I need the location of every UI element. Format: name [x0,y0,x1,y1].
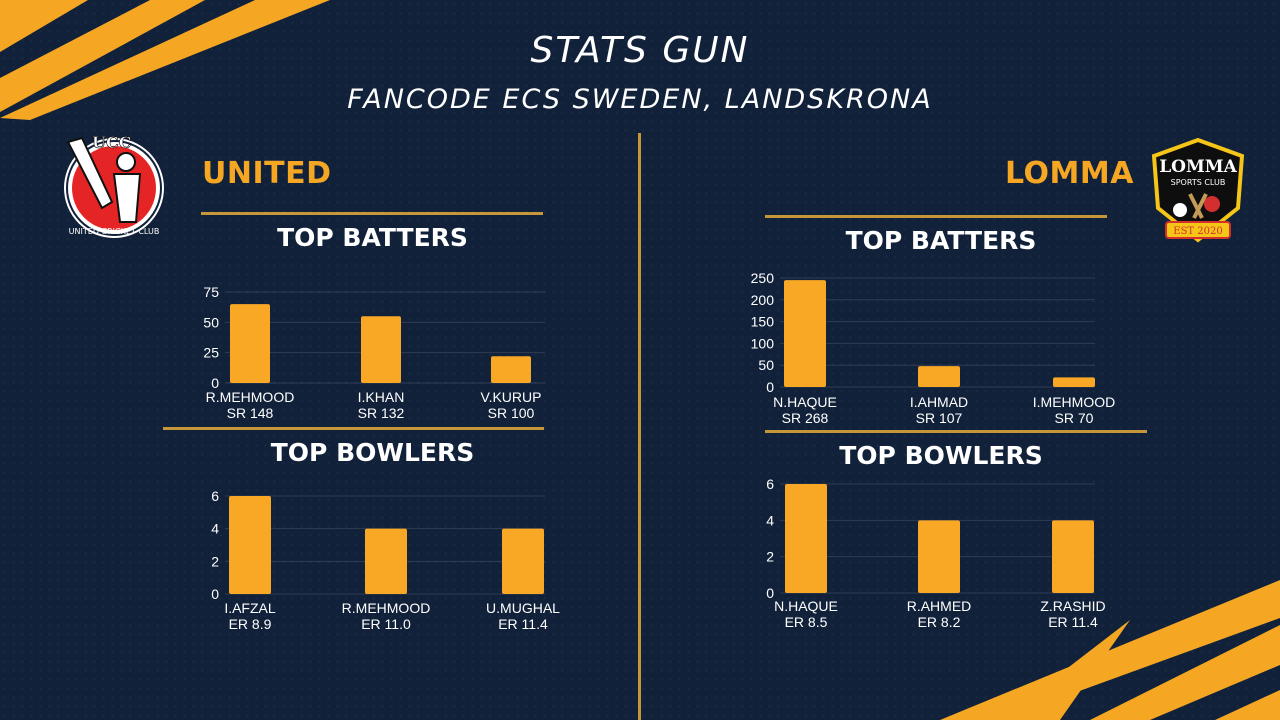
lomma-top-bowlers-title: TOP BOWLERS [839,441,1043,470]
bar [918,520,960,593]
bar [361,316,401,383]
category-label: I.KHAN [358,389,405,405]
category-label: I.AFZAL [224,600,276,616]
team-name-united: UNITED [202,156,332,191]
united-top-bowlers-title: TOP BOWLERS [270,438,475,467]
category-sublabel: ER 11.4 [498,616,548,632]
category-sublabel: SR 100 [488,405,535,421]
y-tick-label: 0 [211,375,219,391]
bar [918,366,960,387]
category-sublabel: ER 8.9 [229,616,272,632]
bar [230,304,270,383]
y-tick-label: 50 [758,357,774,373]
category-sublabel: ER 8.5 [785,614,828,630]
lomma-logo-badge: EST 2020 [1173,226,1222,237]
y-tick-label: 0 [211,586,219,602]
bar [491,356,531,383]
bar [1052,520,1094,593]
category-sublabel: SR 132 [358,405,405,421]
page-subtitle: FANCODE ECS SWEDEN, LANDSKRONA [347,84,933,115]
lomma-section-rule [765,430,1147,433]
y-tick-label: 0 [766,379,774,395]
y-tick-label: 25 [203,345,219,361]
category-sublabel: SR 148 [227,405,274,421]
category-label: N.HAQUE [774,598,838,614]
category-sublabel: ER 11.0 [361,616,411,632]
y-tick-label: 4 [766,512,774,528]
y-tick-label: 0 [766,585,774,601]
category-label: I.AHMAD [910,394,968,410]
category-label: R.AHMED [907,598,972,614]
y-tick-label: 100 [751,335,775,351]
bar [784,280,826,387]
y-tick-label: 2 [766,549,774,565]
united-section-rule [163,427,544,430]
category-sublabel: SR 107 [916,410,963,426]
category-label: I.MEHMOOD [1033,394,1115,410]
center-divider [638,133,641,720]
y-tick-label: 50 [203,314,219,330]
category-label: N.HAQUE [773,394,837,410]
y-tick-label: 150 [751,314,775,330]
category-sublabel: SR 268 [782,410,829,426]
y-tick-label: 6 [211,488,219,504]
bar [1053,377,1095,387]
lomma-sports-club-logo: LOMMA SPORTS CLUB EST 2020 [1151,138,1245,243]
united-cricket-club-logo: UCC UNITED CRICKET CLUB [64,133,164,238]
lomma-top-batters-title: TOP BATTERS [845,226,1037,255]
category-sublabel: ER 8.2 [918,614,961,630]
united-top-batters-title: TOP BATTERS [277,223,468,252]
category-label: V.KURUP [481,389,542,405]
ucc-logo-letters: UCC [92,133,131,152]
category-label: U.MUGHAL [486,600,560,616]
bar [785,484,827,593]
bar [502,528,544,594]
y-tick-label: 200 [751,292,775,308]
category-label: Z.RASHID [1040,598,1105,614]
category-label: R.MEHMOOD [206,389,295,405]
y-tick-label: 75 [203,284,219,300]
united-header-rule [201,212,543,215]
bar [229,496,271,594]
y-tick-label: 6 [766,476,774,492]
team-name-lomma: LOMMA [1005,156,1134,191]
ucc-logo-ring-text: UNITED CRICKET CLUB [69,227,160,236]
lomma-header-rule [765,215,1107,218]
y-tick-label: 250 [751,270,775,286]
lomma-logo-line2: SPORTS CLUB [1171,178,1226,187]
y-tick-label: 2 [211,553,219,569]
category-sublabel: ER 11.4 [1048,614,1098,630]
bar [365,528,407,594]
lomma-logo-line1: LOMMA [1159,157,1237,177]
page-title: STATS GUN [530,30,750,71]
y-tick-label: 4 [211,521,219,537]
category-sublabel: SR 70 [1055,410,1094,426]
category-label: R.MEHMOOD [342,600,431,616]
